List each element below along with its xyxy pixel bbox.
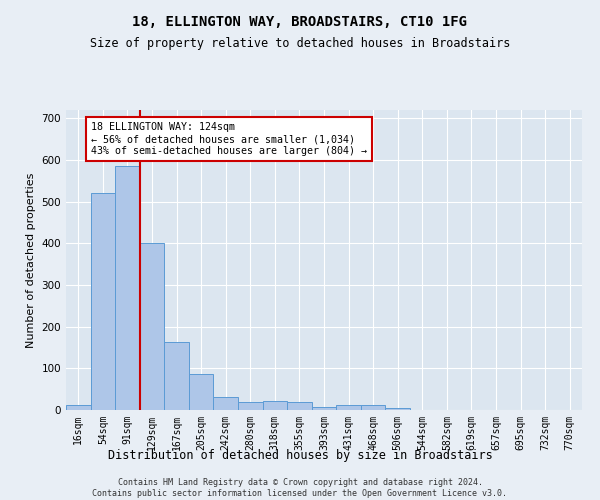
Text: Contains HM Land Registry data © Crown copyright and database right 2024.
Contai: Contains HM Land Registry data © Crown c… xyxy=(92,478,508,498)
Bar xyxy=(140,244,164,410)
Bar xyxy=(214,396,238,410)
Bar xyxy=(66,404,91,410)
Bar xyxy=(91,194,115,410)
Bar xyxy=(238,402,263,410)
Bar xyxy=(336,405,361,410)
Bar xyxy=(287,402,312,410)
Text: 18, ELLINGTON WAY, BROADSTAIRS, CT10 1FG: 18, ELLINGTON WAY, BROADSTAIRS, CT10 1FG xyxy=(133,15,467,29)
Bar xyxy=(164,342,189,410)
Bar xyxy=(189,374,214,410)
Bar xyxy=(312,406,336,410)
Y-axis label: Number of detached properties: Number of detached properties xyxy=(26,172,36,348)
Bar xyxy=(115,166,140,410)
Bar xyxy=(263,401,287,410)
Bar xyxy=(385,408,410,410)
Text: 18 ELLINGTON WAY: 124sqm
← 56% of detached houses are smaller (1,034)
43% of sem: 18 ELLINGTON WAY: 124sqm ← 56% of detach… xyxy=(91,122,367,156)
Text: Size of property relative to detached houses in Broadstairs: Size of property relative to detached ho… xyxy=(90,38,510,51)
Text: Distribution of detached houses by size in Broadstairs: Distribution of detached houses by size … xyxy=(107,448,493,462)
Bar xyxy=(361,405,385,410)
